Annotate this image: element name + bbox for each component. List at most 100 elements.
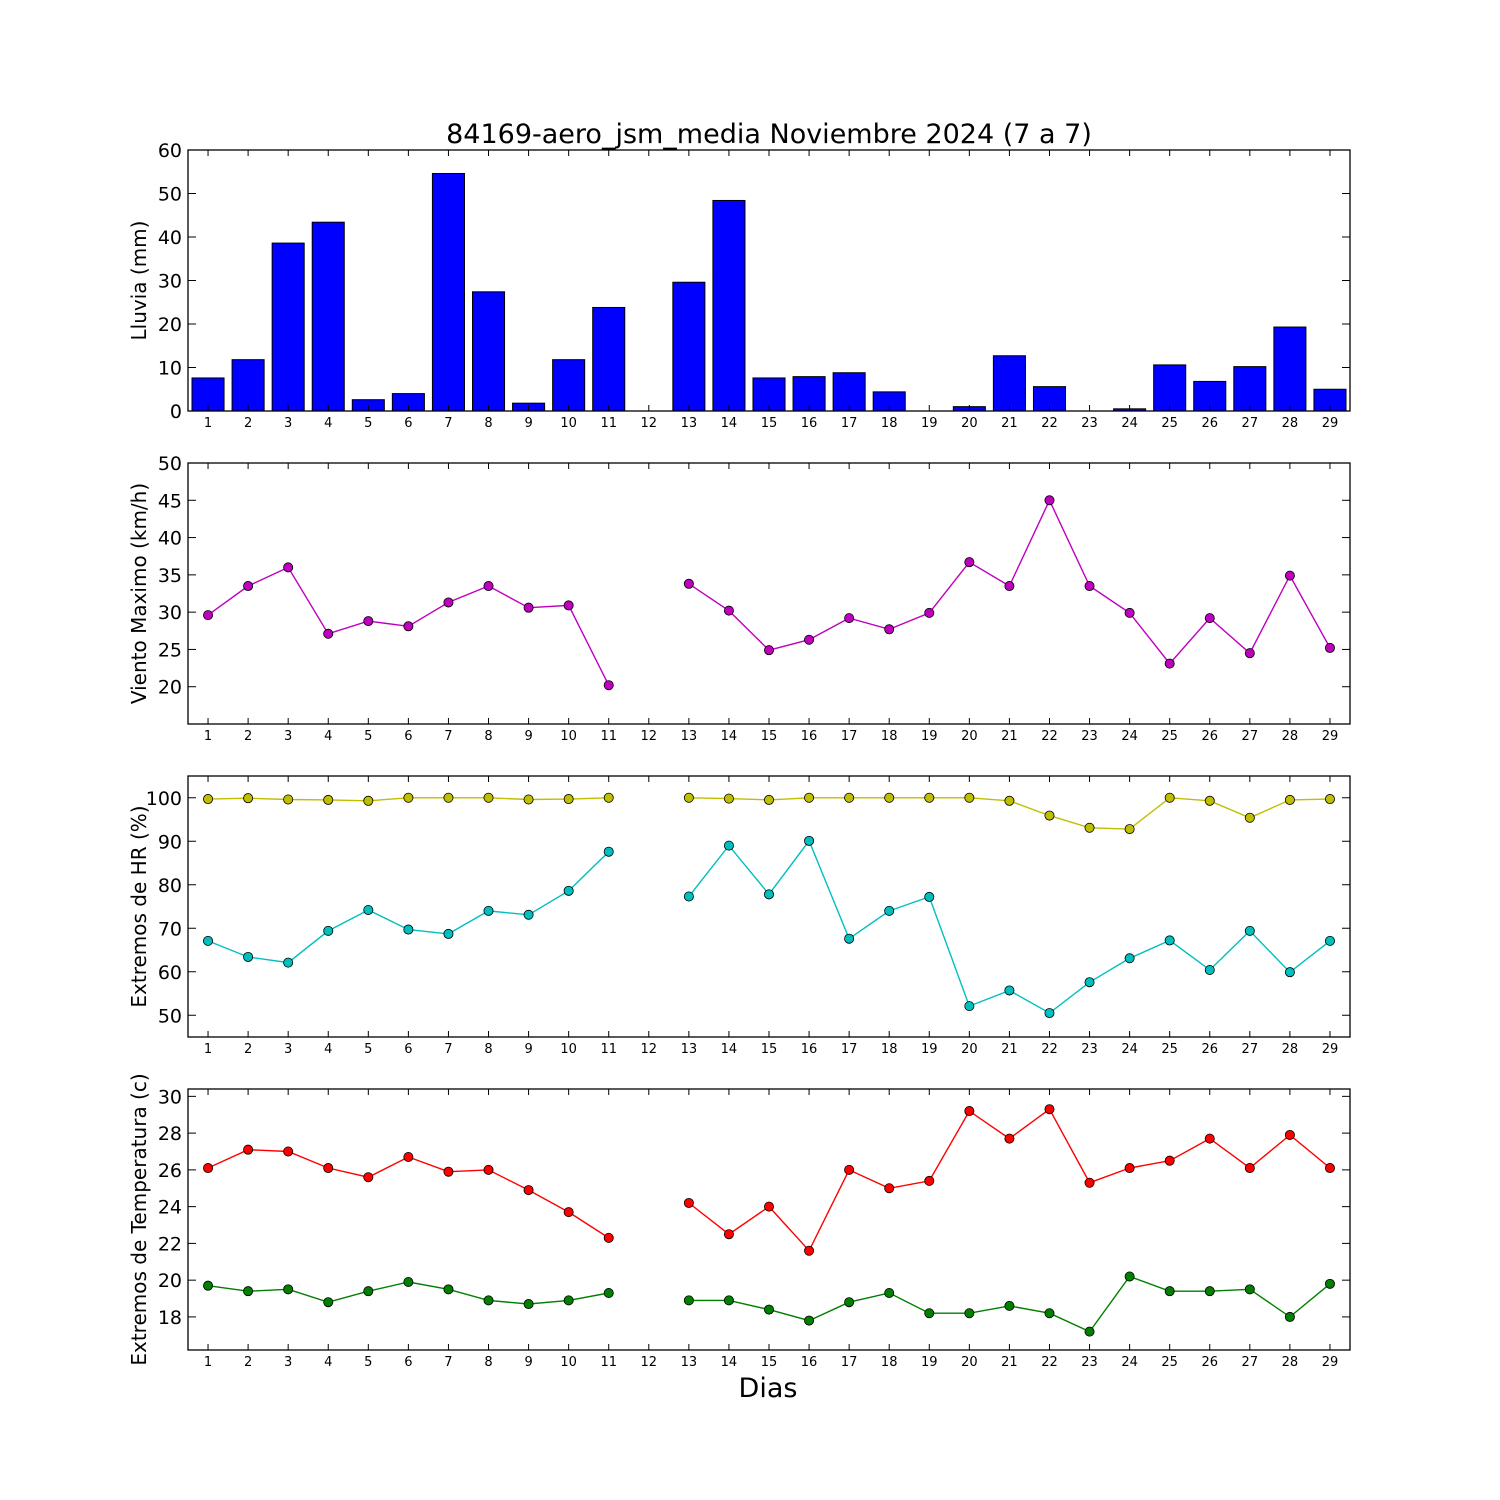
point-day-14 (723, 605, 734, 616)
x-tick-label: 27 (1242, 1355, 1259, 1370)
x-tick-label: 10 (560, 416, 577, 431)
point-day-18 (884, 1288, 895, 1299)
point-day-4 (323, 794, 334, 805)
y-tick-label: 20 (158, 314, 182, 336)
point-day-16 (804, 1315, 815, 1326)
x-tick-label: 11 (600, 416, 617, 431)
point-day-20 (964, 1001, 975, 1012)
x-tick-label: 14 (721, 1355, 738, 1370)
point-day-11 (603, 680, 614, 691)
point-day-15 (764, 645, 775, 656)
x-tick-label: 18 (881, 1042, 898, 1057)
point-day-2 (243, 793, 254, 804)
point-day-17 (844, 613, 855, 624)
point-day-15 (764, 1304, 775, 1315)
x-tick-label: 25 (1161, 416, 1178, 431)
x-tick-label: 10 (560, 1042, 577, 1057)
x-tick-label: 10 (560, 1355, 577, 1370)
x-tick-label: 29 (1322, 1355, 1339, 1370)
series-line-segment (207, 851, 610, 964)
point-day-1 (203, 1280, 214, 1291)
point-day-6 (403, 792, 414, 803)
subplot-2: 1 2 3 4 5 6 7 8 9 10 11 12 13 14 15 16 17 18 19 20 21 22 23 24 2… (127, 453, 1351, 744)
point-day-28 (1284, 794, 1295, 805)
x-tick-label: 12 (641, 729, 658, 744)
point-day-13 (683, 1197, 694, 1208)
x-tick-label: 6 (404, 1355, 412, 1370)
series-line-segment (207, 1148, 610, 1239)
point-day-28 (1284, 967, 1295, 978)
x-tick-label: 7 (444, 1042, 452, 1057)
point-day-7 (443, 792, 454, 803)
x-tick-label: 17 (841, 1355, 858, 1370)
x-tick-label: 19 (921, 729, 938, 744)
x-tick-label: 3 (284, 416, 292, 431)
point-day-25 (1164, 1155, 1175, 1166)
point-day-4 (323, 628, 334, 639)
x-tick-label: 17 (841, 729, 858, 744)
x-tick-label: 21 (1001, 416, 1018, 431)
point-day-9 (523, 794, 534, 805)
x-tick-label: 19 (921, 1042, 938, 1057)
point-day-26 (1204, 1286, 1215, 1297)
x-tick-label: 13 (681, 416, 698, 431)
x-tick-label: 15 (761, 729, 778, 744)
point-day-5 (363, 1172, 374, 1183)
point-day-17 (844, 1164, 855, 1175)
y-tick-label: 80 (158, 875, 182, 897)
x-tick-label: 22 (1041, 729, 1058, 744)
point-day-14 (723, 793, 734, 804)
x-tick-label: 28 (1282, 1355, 1299, 1370)
y-tick-label: 30 (158, 1086, 182, 1108)
x-tick-label: 22 (1041, 1042, 1058, 1057)
bar-day-8 (471, 291, 506, 412)
point-day-13 (683, 1295, 694, 1306)
point-day-18 (884, 1183, 895, 1194)
x-axis-label: Dias (739, 1373, 798, 1404)
x-tick-label: 15 (761, 1355, 778, 1370)
point-day-21 (1004, 795, 1015, 806)
bar-day-4 (311, 221, 345, 412)
y-tick-label: 60 (158, 962, 182, 984)
point-day-11 (603, 1288, 614, 1299)
point-day-19 (924, 1175, 935, 1186)
point-day-23 (1084, 822, 1095, 833)
y-tick-label: 90 (158, 831, 182, 853)
point-day-6 (403, 621, 414, 632)
point-day-17 (844, 1297, 855, 1308)
point-day-19 (924, 1308, 935, 1319)
point-day-26 (1204, 613, 1215, 624)
x-tick-label: 9 (524, 729, 532, 744)
point-day-28 (1284, 1129, 1295, 1140)
x-tick-label: 20 (961, 416, 978, 431)
point-day-11 (603, 846, 614, 857)
point-day-3 (283, 562, 294, 573)
x-tick-label: 15 (761, 1042, 778, 1057)
point-day-16 (804, 1245, 815, 1256)
x-tick-label: 9 (524, 416, 532, 431)
x-tick-label: 1 (204, 416, 212, 431)
point-day-1 (203, 794, 214, 805)
x-tick-label: 5 (364, 729, 372, 744)
point-day-2 (243, 581, 254, 592)
point-day-2 (243, 1286, 254, 1297)
x-tick-label: 18 (881, 1355, 898, 1370)
y-tick-label: 100 (146, 788, 182, 810)
point-day-26 (1204, 965, 1215, 976)
point-day-6 (403, 1152, 414, 1163)
x-tick-label: 26 (1201, 729, 1218, 744)
bar-day-3 (271, 242, 305, 412)
x-tick-label: 11 (600, 1355, 617, 1370)
x-tick-label: 5 (364, 1042, 372, 1057)
x-tick-label: 14 (721, 729, 738, 744)
bar-day-28 (1273, 326, 1307, 412)
x-tick-label: 2 (244, 416, 252, 431)
y-axis-label: Viento Maximo (km/h) (127, 483, 151, 704)
x-tick-label: 1 (204, 1042, 212, 1057)
point-day-29 (1324, 794, 1335, 805)
y-tick-label: 25 (158, 639, 182, 661)
y-tick-label: 70 (158, 918, 182, 940)
x-tick-label: 26 (1201, 416, 1218, 431)
point-day-28 (1284, 570, 1295, 581)
